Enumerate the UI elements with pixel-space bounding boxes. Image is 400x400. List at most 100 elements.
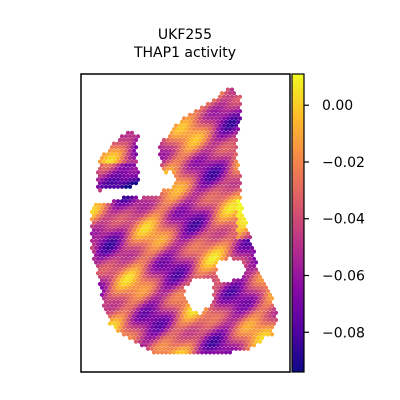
spot: [109, 238, 115, 243]
spot: [137, 339, 143, 344]
spot: [169, 145, 175, 150]
spot: [237, 289, 243, 294]
spot: [173, 260, 179, 265]
spot: [233, 130, 239, 135]
spot: [191, 213, 197, 218]
spot: [161, 325, 167, 330]
spot: [229, 159, 235, 164]
spot: [141, 281, 147, 287]
spot: [193, 274, 199, 279]
spot: [151, 307, 157, 312]
spot: [175, 199, 181, 204]
spot: [205, 101, 211, 107]
spot: [123, 170, 129, 175]
spot: [111, 285, 117, 290]
spot: [261, 332, 267, 337]
spot: [155, 235, 161, 240]
spot: [171, 235, 177, 240]
spot: [119, 170, 125, 175]
spot: [177, 274, 183, 279]
spot: [115, 328, 121, 333]
spot: [199, 213, 205, 218]
spot: [173, 303, 179, 308]
spot: [171, 163, 177, 168]
spot: [189, 346, 195, 351]
spot: [165, 339, 171, 344]
spot: [209, 245, 215, 251]
spot: [221, 109, 227, 114]
colorbar-tick-label: 0.00: [322, 98, 353, 114]
spot: [215, 134, 221, 139]
spot: [191, 328, 197, 333]
spot: [211, 271, 217, 276]
spot: [245, 281, 251, 287]
spot: [183, 163, 189, 168]
spot: [161, 209, 167, 215]
spot: [215, 242, 221, 247]
spot: [221, 123, 227, 128]
spot: [199, 256, 205, 261]
spot: [191, 350, 197, 355]
spot: [101, 303, 107, 308]
spot: [117, 296, 123, 301]
spot: [101, 245, 107, 251]
spot: [203, 119, 209, 125]
spot: [227, 213, 233, 218]
spot: [201, 274, 207, 279]
spot: [155, 227, 161, 233]
spot: [171, 307, 177, 312]
spot: [171, 191, 177, 197]
spot: [233, 166, 239, 171]
spot: [221, 332, 227, 337]
spot: [183, 314, 189, 319]
spot: [155, 299, 161, 305]
spot: [247, 314, 253, 319]
spot: [123, 299, 129, 305]
spot: [179, 292, 185, 297]
spot: [213, 217, 219, 222]
spot: [197, 339, 203, 344]
spot: [219, 112, 225, 117]
spot: [119, 134, 125, 139]
spot: [107, 177, 113, 182]
spot: [155, 242, 161, 247]
spot: [219, 163, 225, 168]
spot: [225, 245, 231, 251]
spot: [247, 335, 253, 341]
spot: [243, 249, 249, 254]
spot: [161, 332, 167, 337]
spot: [159, 199, 165, 204]
spot: [227, 170, 233, 175]
spot: [145, 260, 151, 265]
spot: [169, 137, 175, 143]
spot: [129, 145, 135, 150]
colorbar-tick-label: −0.06: [322, 269, 365, 285]
spot: [211, 256, 217, 261]
spot: [179, 278, 185, 283]
spot: [147, 307, 153, 312]
spot: [221, 217, 227, 222]
spot: [153, 289, 159, 294]
spot: [223, 350, 229, 355]
spot: [117, 260, 123, 265]
spot: [143, 292, 149, 297]
spot: [153, 245, 159, 251]
spot: [177, 281, 183, 287]
spot: [249, 325, 255, 330]
spot: [139, 213, 145, 218]
spot: [151, 285, 157, 290]
spot: [219, 170, 225, 175]
spot: [199, 148, 205, 153]
spot: [183, 177, 189, 182]
spot: [165, 209, 171, 215]
spot: [213, 289, 219, 294]
spot: [199, 227, 205, 233]
spot: [215, 206, 221, 211]
spot: [231, 141, 237, 146]
spot: [171, 148, 177, 153]
spot: [223, 314, 229, 319]
spot: [111, 170, 117, 175]
spot: [207, 105, 213, 110]
spot: [187, 271, 193, 276]
spot: [115, 271, 121, 276]
